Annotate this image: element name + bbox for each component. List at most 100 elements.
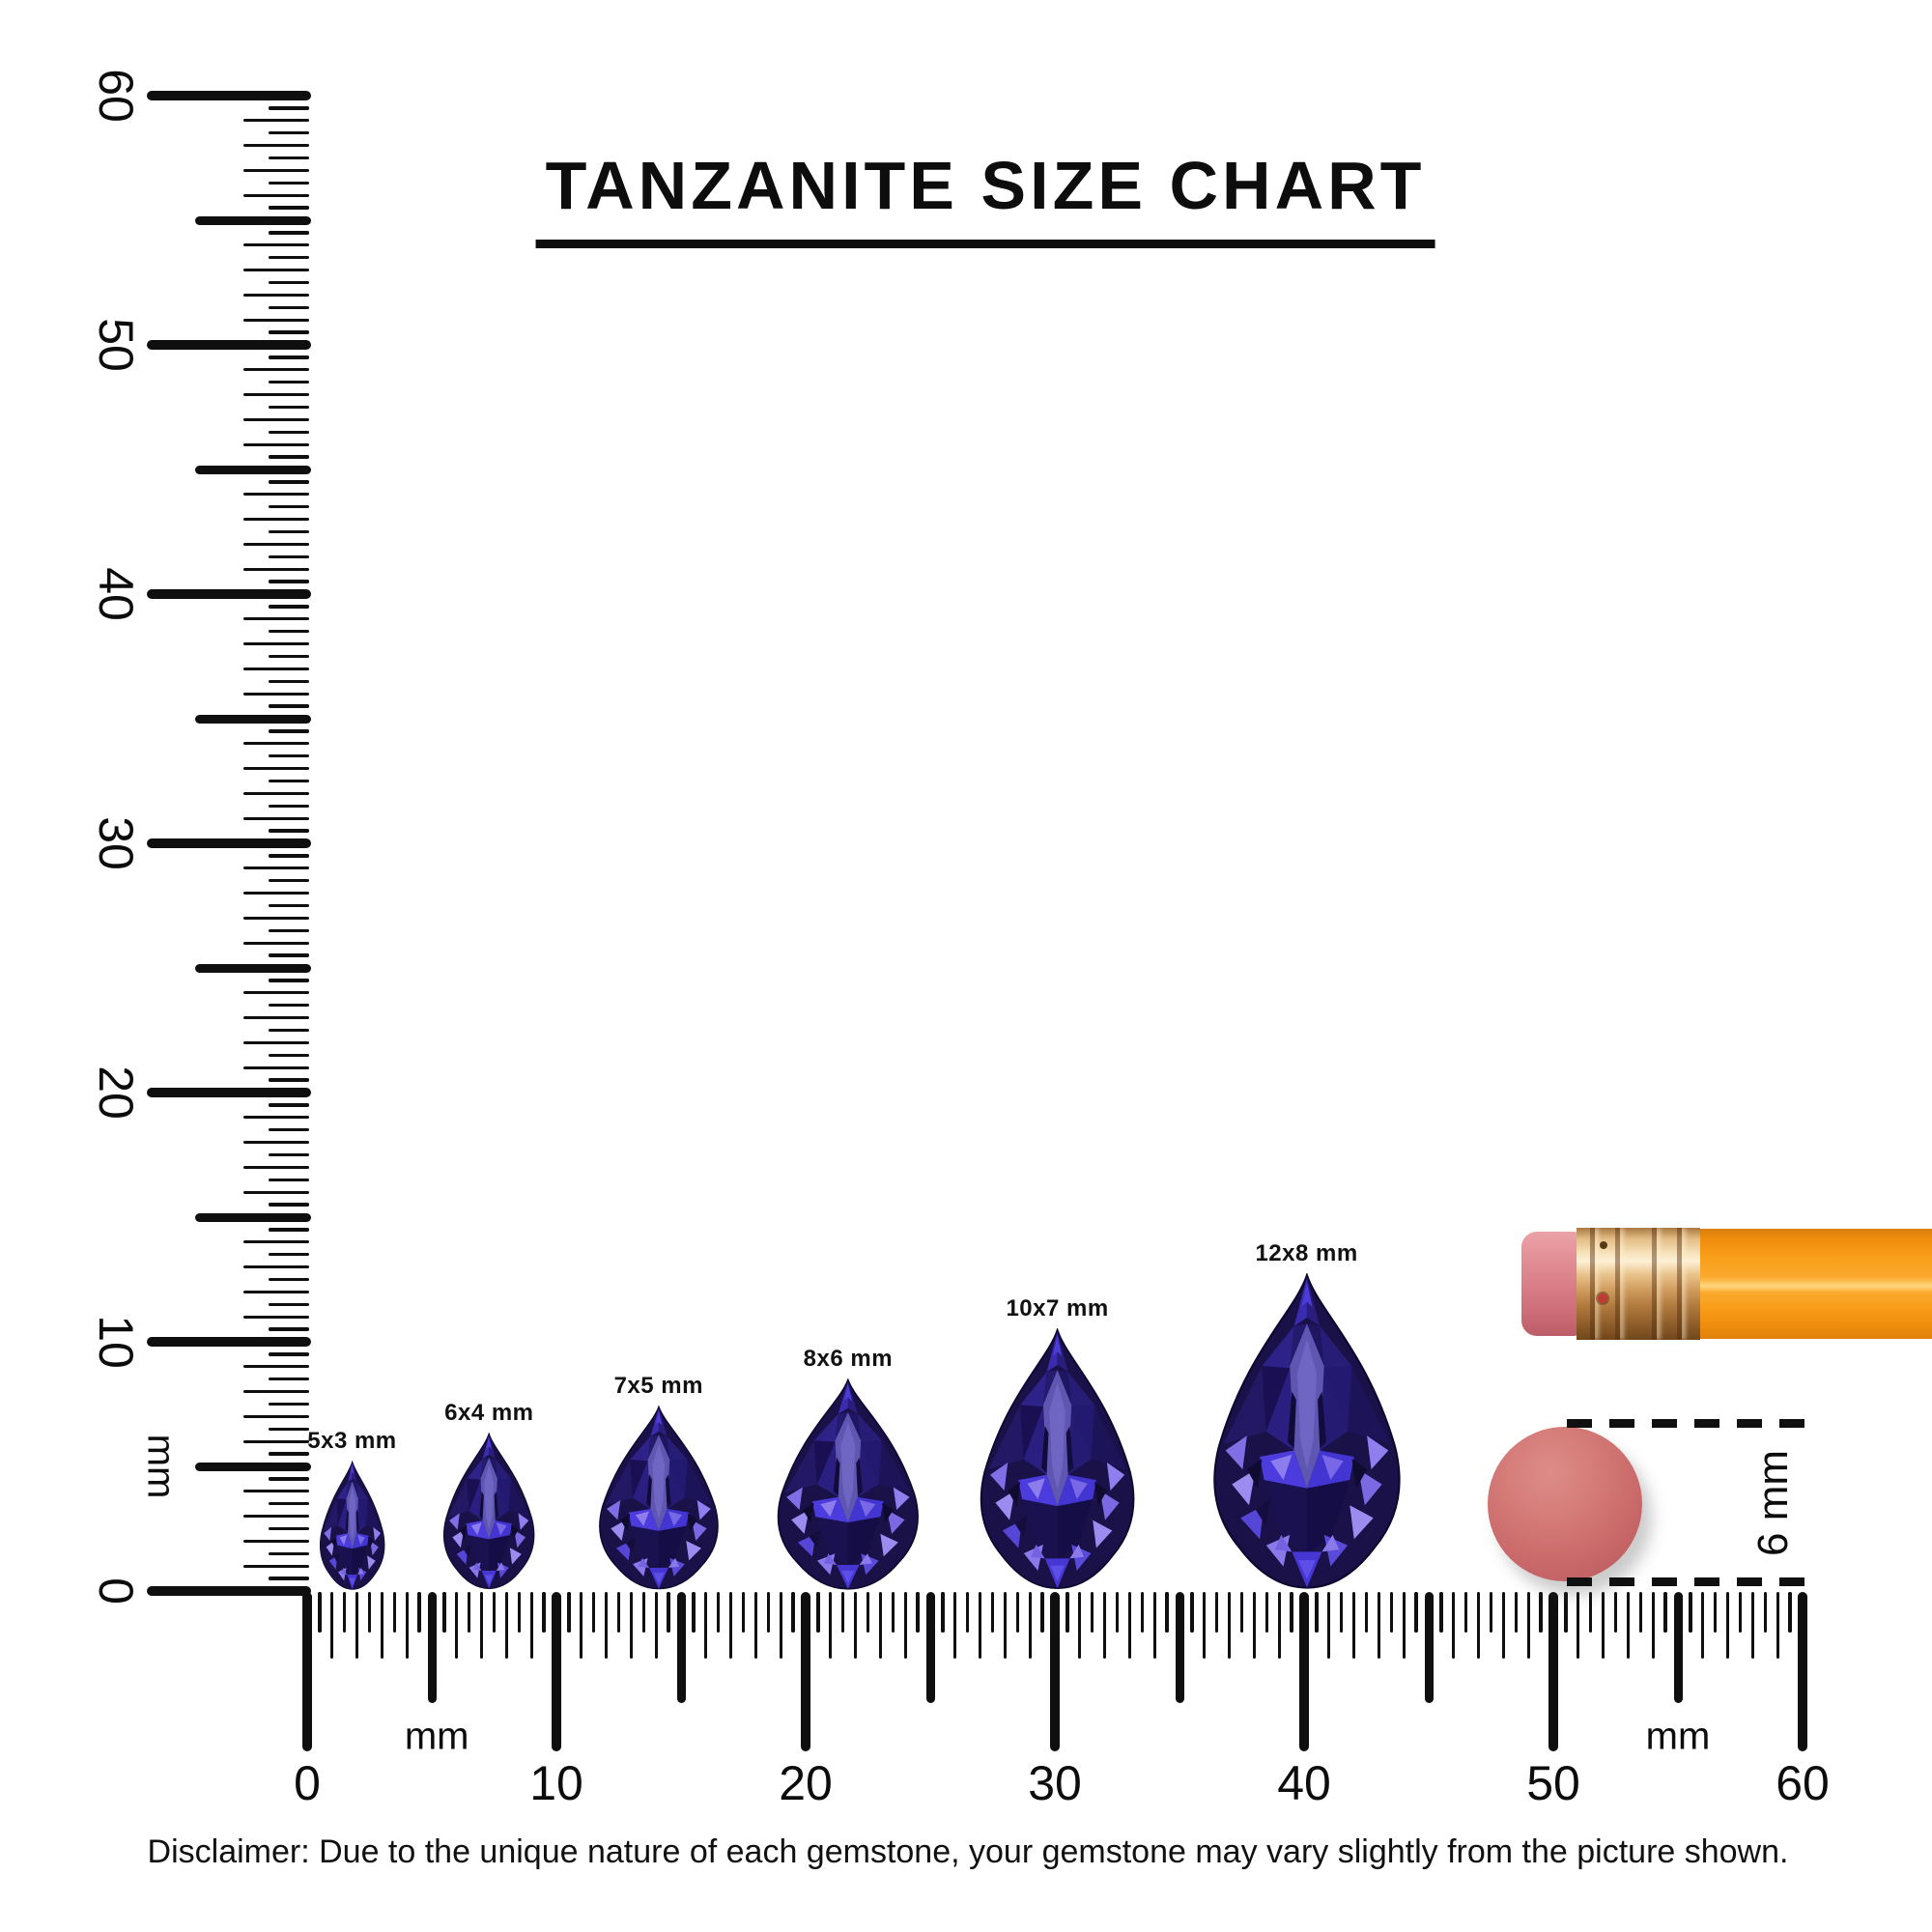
ferrule-crimp bbox=[1677, 1228, 1682, 1340]
ruler-tick bbox=[1028, 1592, 1032, 1659]
ruler-tick bbox=[243, 368, 309, 372]
ruler-tick bbox=[269, 381, 309, 384]
ruler-tick bbox=[269, 1152, 309, 1157]
ruler-tick bbox=[243, 193, 309, 197]
ruler-tick bbox=[269, 505, 309, 509]
ruler-tick bbox=[1414, 1592, 1418, 1633]
ruler-tick bbox=[1564, 1592, 1568, 1633]
dimension-line-bottom bbox=[1567, 1577, 1806, 1586]
ruler-tick-label: 50 bbox=[1526, 1756, 1580, 1810]
ruler-tick bbox=[243, 867, 309, 870]
ruler-tick bbox=[243, 991, 309, 995]
ferrule-rivet bbox=[1598, 1293, 1607, 1303]
ruler-tick bbox=[1102, 1592, 1107, 1659]
ruler-tick bbox=[243, 542, 309, 547]
ruler-tick bbox=[269, 1028, 309, 1033]
ruler-tick bbox=[616, 1592, 621, 1633]
ruler-tick bbox=[604, 1592, 609, 1659]
ruler-tick bbox=[741, 1592, 746, 1633]
ruler-tick bbox=[269, 1327, 309, 1331]
ruler-tick bbox=[1127, 1592, 1132, 1659]
ruler-tick bbox=[243, 493, 309, 497]
ruler-tick bbox=[243, 891, 309, 895]
ruler-tick bbox=[492, 1592, 497, 1633]
gem-figure bbox=[590, 1406, 727, 1590]
ruler-tick bbox=[1725, 1592, 1730, 1659]
ruler-tick-label: 20 bbox=[89, 1065, 143, 1120]
ruler-tick bbox=[243, 916, 309, 921]
ruler-tick bbox=[243, 143, 309, 148]
ruler-tick bbox=[243, 1315, 309, 1319]
ruler-tick bbox=[195, 215, 311, 225]
gem-size-label: 5x3 mm bbox=[307, 1427, 397, 1454]
ruler-tick bbox=[243, 119, 309, 123]
ruler-tick bbox=[517, 1592, 521, 1633]
ruler-tick bbox=[1548, 1592, 1558, 1751]
ruler-tick bbox=[269, 903, 309, 908]
ruler-tick bbox=[195, 714, 311, 724]
ruler-tick bbox=[243, 243, 309, 247]
ruler-tick bbox=[147, 1586, 311, 1596]
ruler-tick-label: 30 bbox=[1028, 1756, 1082, 1810]
ruler-tick bbox=[147, 91, 311, 100]
ruler-tick bbox=[243, 392, 309, 397]
ruler-tick bbox=[1299, 1592, 1309, 1751]
ruler-tick bbox=[978, 1592, 982, 1659]
ruler-tick-label: 40 bbox=[89, 567, 143, 621]
ruler-tick bbox=[243, 168, 309, 173]
ruler-tick bbox=[1689, 1592, 1692, 1633]
ruler-tick bbox=[542, 1592, 546, 1633]
ruler-tick bbox=[801, 1592, 810, 1751]
ruler-tick bbox=[243, 1389, 309, 1394]
ruler-tick bbox=[866, 1592, 870, 1633]
ruler-tick bbox=[243, 816, 309, 820]
ruler-tick bbox=[1626, 1592, 1631, 1659]
ruler-tick bbox=[195, 1462, 311, 1471]
ruler-tick bbox=[269, 754, 309, 758]
ruler-tick bbox=[195, 1212, 311, 1222]
ruler-tick bbox=[1601, 1592, 1605, 1659]
ruler-tick bbox=[1015, 1592, 1019, 1633]
ruler-tick bbox=[269, 779, 309, 783]
ruler-tick bbox=[269, 1103, 309, 1107]
pencil-ferrule-icon bbox=[1577, 1228, 1700, 1340]
ruler-tick bbox=[405, 1592, 409, 1659]
ruler-tick bbox=[147, 589, 311, 599]
ferrule-crimp bbox=[1590, 1228, 1595, 1340]
ruler-tick bbox=[1638, 1592, 1642, 1633]
ruler-tick bbox=[891, 1592, 895, 1633]
ruler-tick bbox=[1091, 1592, 1094, 1633]
ruler-tick bbox=[269, 1302, 309, 1306]
ruler-tick bbox=[1439, 1592, 1443, 1633]
ruler-tick bbox=[243, 567, 309, 571]
ruler-tick bbox=[269, 529, 309, 534]
gem-size-label: 8x6 mm bbox=[803, 1345, 894, 1372]
ruler-tick bbox=[269, 979, 309, 982]
ruler-tick bbox=[1663, 1592, 1667, 1633]
ruler-tick bbox=[243, 667, 309, 671]
ruler-tick bbox=[903, 1592, 907, 1659]
ruler-tick bbox=[1776, 1592, 1779, 1659]
gem-figure bbox=[437, 1433, 541, 1590]
gem-size-label: 7x5 mm bbox=[613, 1373, 703, 1400]
ruler-tick bbox=[1065, 1592, 1069, 1633]
ruler-tick bbox=[1203, 1592, 1207, 1659]
gem-figure bbox=[1200, 1273, 1414, 1590]
ruler-tick bbox=[1215, 1592, 1219, 1633]
ruler-tick bbox=[766, 1592, 770, 1633]
gem-figure bbox=[767, 1378, 929, 1590]
ruler-tick bbox=[1514, 1592, 1518, 1633]
dimension-line-top bbox=[1567, 1419, 1806, 1428]
ruler-tick bbox=[1613, 1592, 1618, 1633]
ruler-tick bbox=[147, 1088, 311, 1097]
ruler-tick-label: 40 bbox=[1277, 1756, 1331, 1810]
ruler-tick bbox=[380, 1592, 384, 1659]
ruler-tick bbox=[1788, 1592, 1792, 1633]
ruler-tick bbox=[1501, 1592, 1506, 1659]
ruler-tick bbox=[504, 1592, 509, 1659]
ruler-tick bbox=[753, 1592, 758, 1659]
ruler-tick bbox=[1050, 1592, 1060, 1751]
ruler-tick bbox=[580, 1592, 583, 1659]
ruler-tick bbox=[269, 1551, 309, 1555]
ruler-tick bbox=[1489, 1592, 1493, 1633]
